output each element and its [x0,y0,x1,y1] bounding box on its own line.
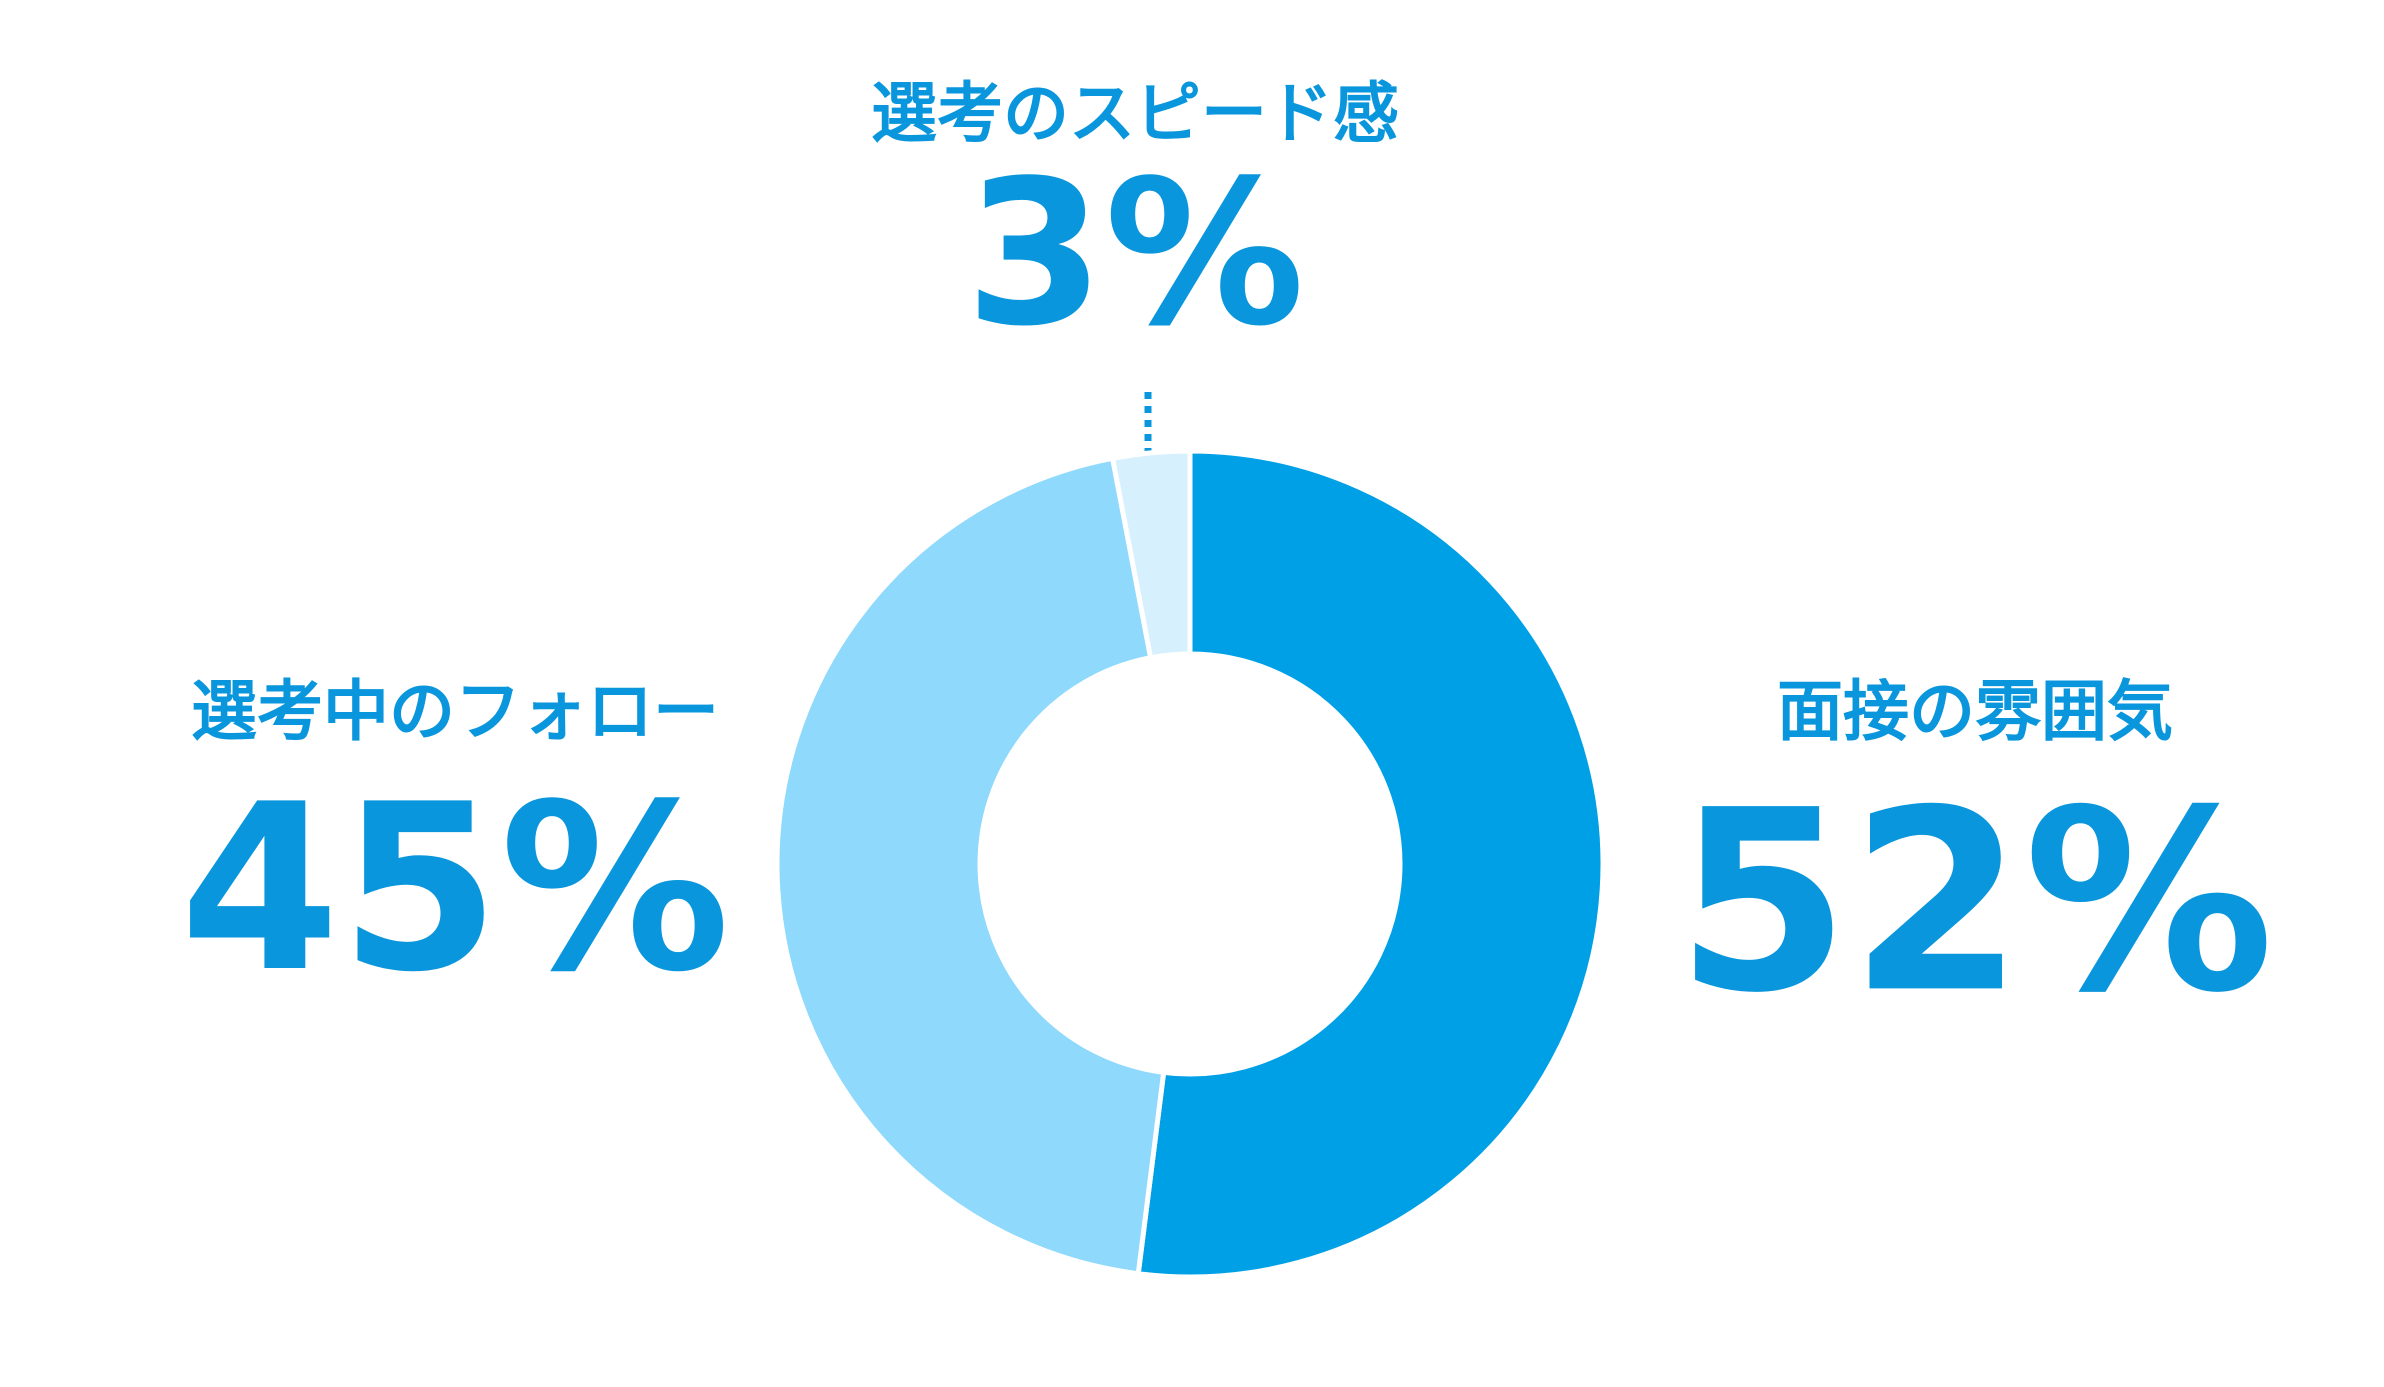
value-label: 3% [965,138,1305,371]
donut-segment [1135,448,1606,1280]
donut-segment [774,455,1167,1277]
category-label: 選考中のフォロー [191,673,719,750]
category-label: 選考のスピード感 [871,75,1399,152]
donut-segment [1109,448,1193,661]
value-label: 52% [1676,756,2274,1047]
category-label: 面接の雰囲気 [1777,673,2173,750]
value-label: 45% [180,756,731,1023]
